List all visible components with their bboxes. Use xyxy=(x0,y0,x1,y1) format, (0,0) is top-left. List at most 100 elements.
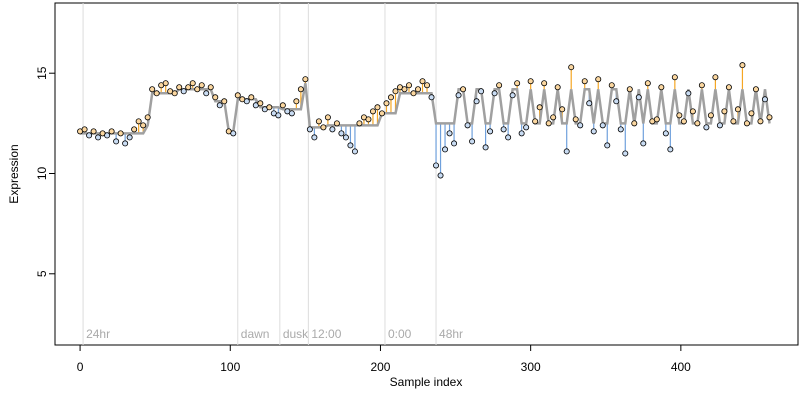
data-point xyxy=(667,146,674,153)
data-point xyxy=(680,118,687,125)
data-point xyxy=(595,76,602,83)
data-point xyxy=(189,80,196,87)
data-point xyxy=(279,102,286,109)
data-point xyxy=(599,122,606,129)
data-point xyxy=(716,122,723,129)
data-point xyxy=(419,78,426,85)
data-point xyxy=(550,114,557,121)
data-point xyxy=(577,122,584,129)
data-point xyxy=(347,142,354,149)
data-point xyxy=(460,86,467,93)
data-point xyxy=(266,104,273,111)
data-point xyxy=(86,132,93,139)
annotation-label: 24hr xyxy=(86,327,110,341)
data-point xyxy=(617,126,624,133)
data-point xyxy=(374,104,381,111)
data-point xyxy=(748,110,755,117)
data-point xyxy=(694,120,701,127)
data-point xyxy=(523,124,530,131)
data-point xyxy=(559,106,566,113)
data-point xyxy=(329,126,336,133)
data-point xyxy=(496,82,503,89)
data-point xyxy=(653,116,660,123)
data-point xyxy=(185,84,192,91)
data-point xyxy=(90,128,97,135)
data-point xyxy=(424,82,431,89)
data-point xyxy=(739,62,746,69)
data-point xyxy=(491,90,498,97)
data-point xyxy=(662,130,669,137)
data-point xyxy=(302,76,309,83)
data-point xyxy=(131,126,138,133)
data-point xyxy=(581,78,588,85)
data-point xyxy=(635,94,642,101)
data-point xyxy=(333,120,340,127)
data-point xyxy=(586,100,593,107)
data-point xyxy=(387,94,394,101)
data-point xyxy=(356,120,363,127)
data-point xyxy=(608,82,615,89)
data-point xyxy=(275,112,282,119)
data-point xyxy=(509,92,516,99)
data-point xyxy=(95,134,102,141)
data-point xyxy=(234,92,241,99)
data-point xyxy=(545,120,552,127)
data-point xyxy=(428,94,435,101)
data-point xyxy=(563,148,570,155)
data-point xyxy=(351,148,358,155)
data-point xyxy=(311,134,318,141)
data-point xyxy=(433,162,440,169)
x-tick-label: 0 xyxy=(77,360,84,374)
x-tick-label: 300 xyxy=(521,360,541,374)
data-point xyxy=(248,94,255,101)
data-point xyxy=(604,142,611,149)
data-point xyxy=(288,110,295,117)
data-point xyxy=(401,86,408,93)
data-point xyxy=(324,114,331,121)
data-point xyxy=(473,98,480,105)
data-point xyxy=(626,86,633,93)
y-tick-label: 15 xyxy=(35,66,49,80)
data-point xyxy=(171,90,178,97)
data-point xyxy=(478,88,485,95)
data-point xyxy=(162,80,169,87)
data-point xyxy=(194,86,201,93)
y-tick-label: 5 xyxy=(35,270,49,277)
data-point xyxy=(554,84,561,91)
data-point xyxy=(671,74,678,81)
data-point xyxy=(712,74,719,81)
data-point xyxy=(415,86,422,93)
data-point xyxy=(703,124,710,131)
data-point xyxy=(500,126,507,133)
y-axis-title: Expression xyxy=(7,144,21,203)
data-point xyxy=(81,126,88,133)
data-point xyxy=(464,122,471,129)
data-point xyxy=(541,80,548,87)
annotation-label: dusk xyxy=(283,327,309,341)
data-point xyxy=(505,134,512,141)
data-point xyxy=(153,90,160,97)
data-point xyxy=(315,118,322,125)
x-tick-label: 100 xyxy=(220,360,240,374)
data-point xyxy=(685,90,692,97)
data-point xyxy=(149,86,156,93)
data-point xyxy=(622,150,629,157)
data-point xyxy=(207,84,214,91)
data-point xyxy=(180,88,187,95)
data-point xyxy=(306,126,313,133)
data-point xyxy=(442,146,449,153)
data-point xyxy=(743,120,750,127)
data-point xyxy=(135,118,142,125)
data-point xyxy=(342,134,349,141)
data-point xyxy=(108,128,115,135)
data-point xyxy=(734,106,741,113)
data-point xyxy=(532,118,539,125)
data-point xyxy=(369,108,376,115)
data-point xyxy=(104,132,111,139)
data-point xyxy=(144,114,151,121)
data-point xyxy=(293,98,300,105)
annotation-label: 48hr xyxy=(439,327,463,341)
data-point xyxy=(297,86,304,93)
data-point xyxy=(455,92,462,99)
